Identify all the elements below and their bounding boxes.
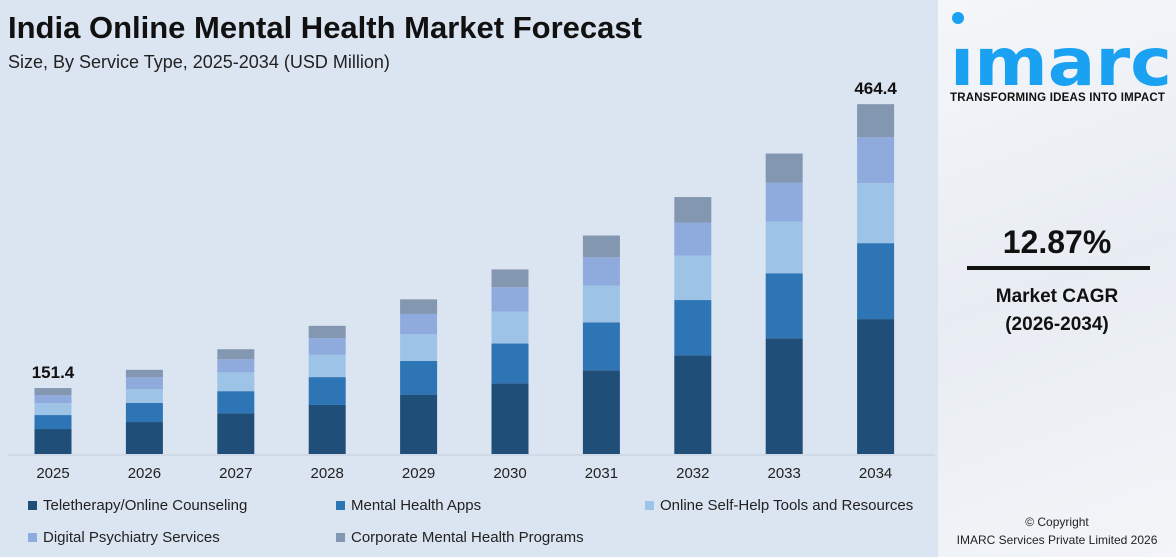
legend-label: Digital Psychiatry Services xyxy=(43,529,220,546)
legend-item: Mental Health Apps xyxy=(336,497,481,514)
legend-swatch xyxy=(28,501,37,510)
legend-swatch xyxy=(336,533,345,542)
bar-segment xyxy=(217,372,255,392)
bar-segment xyxy=(491,269,529,288)
legend-item: Online Self-Help Tools and Resources xyxy=(645,497,913,514)
cagr-value: 12.87% xyxy=(1002,224,1112,260)
bar-segment xyxy=(674,222,712,256)
cagr-period: (2026-2034) xyxy=(1005,314,1109,335)
bar-segment xyxy=(308,338,346,355)
chart-subtitle: Size, By Service Type, 2025-2034 (USD Mi… xyxy=(8,52,390,72)
bar-segment xyxy=(491,343,529,384)
bar-segment xyxy=(857,183,895,244)
bar-segment xyxy=(125,389,163,403)
x-tick-label: 2026 xyxy=(128,465,161,482)
copyright-line2: IMARC Services Private Limited 2026 xyxy=(956,533,1158,547)
bar-segment xyxy=(765,153,803,183)
bar-segment xyxy=(765,221,803,274)
bar-segment xyxy=(125,369,163,378)
bar-segment xyxy=(582,285,620,323)
bar-segment xyxy=(400,313,438,335)
bar-segment xyxy=(582,235,620,258)
bar-segment xyxy=(125,377,163,390)
bar-segment xyxy=(308,354,346,378)
legend-label: Corporate Mental Health Programs xyxy=(351,529,584,546)
bar-segment xyxy=(400,299,438,314)
data-label: 151.4 xyxy=(32,363,75,382)
legend-item: Corporate Mental Health Programs xyxy=(336,529,584,546)
legend-label: Mental Health Apps xyxy=(351,497,482,514)
bar-segment xyxy=(765,182,803,222)
bar-segment xyxy=(765,273,803,339)
bar-segment xyxy=(491,311,529,344)
x-tick-label: 2032 xyxy=(676,465,709,482)
bar-segment xyxy=(125,402,163,423)
copyright-line1: © Copyright xyxy=(1025,515,1089,529)
bar-segment xyxy=(34,429,72,454)
tagline: TRANSFORMING IDEAS INTO IMPACT xyxy=(950,92,1166,104)
x-tick-label: 2033 xyxy=(768,465,801,482)
bar-segment xyxy=(582,322,620,371)
imarc-logo: ımarc xyxy=(950,12,1172,90)
legend-swatch xyxy=(28,533,37,542)
bar-segment xyxy=(491,383,529,454)
bar-segment xyxy=(308,377,346,405)
bar-segment xyxy=(34,395,72,404)
bar-segment xyxy=(308,404,346,454)
bar-segment xyxy=(217,413,255,454)
bar-segment xyxy=(125,422,163,454)
legend-swatch xyxy=(645,501,654,510)
bar-segment xyxy=(857,319,895,454)
bar-segment xyxy=(308,325,346,339)
bar-segment xyxy=(217,359,255,373)
bar-segment xyxy=(582,370,620,454)
bar-segment xyxy=(400,360,438,395)
bar-segment xyxy=(217,349,255,360)
x-tick-label: 2034 xyxy=(859,465,892,482)
x-tick-label: 2030 xyxy=(493,465,526,482)
x-tick-label: 2029 xyxy=(402,465,435,482)
legend-label: Teletherapy/Online Counseling xyxy=(43,497,248,514)
bar-segment xyxy=(765,338,803,454)
bar-segment xyxy=(674,300,712,356)
bar-segment xyxy=(857,104,895,138)
data-label: 464.4 xyxy=(854,79,897,98)
x-tick-label: 2027 xyxy=(219,465,252,482)
legend-swatch xyxy=(336,501,345,510)
bar-segment xyxy=(34,388,72,396)
stacked-bar-chart: 2025 151.4 2026 2027 2028 2029 2030 2031 2032 203… xyxy=(8,79,935,482)
legend-item: Digital Psychiatry Services xyxy=(28,529,220,546)
info-panel: ımarc TRANSFORMING IDEAS INTO IMPACT 12.… xyxy=(938,0,1176,557)
bar-segment xyxy=(400,334,438,361)
bar-segment xyxy=(491,287,529,312)
bar-segment xyxy=(34,403,72,416)
divider xyxy=(967,266,1150,270)
svg-text:ımarc: ımarc xyxy=(950,24,1172,90)
bar-segment xyxy=(857,243,895,320)
bar-segment xyxy=(674,197,712,223)
bar-segment xyxy=(674,255,712,301)
bar-segment xyxy=(217,391,255,414)
bar-segment xyxy=(582,257,620,286)
chart-panel: India Online Mental Health Market Foreca… xyxy=(8,10,935,546)
x-tick-label: 2025 xyxy=(36,465,69,482)
bar-segment xyxy=(674,355,712,454)
x-tick-label: 2031 xyxy=(585,465,618,482)
x-tick-label: 2028 xyxy=(311,465,344,482)
bar-segment xyxy=(857,137,895,184)
legend-label: Online Self-Help Tools and Resources xyxy=(660,497,914,514)
chart-title: India Online Mental Health Market Foreca… xyxy=(8,10,642,45)
cagr-label: Market CAGR xyxy=(995,286,1119,307)
legend-item: Teletherapy/Online Counseling xyxy=(28,497,247,514)
bar-segment xyxy=(34,415,72,430)
bar-segment xyxy=(400,394,438,454)
